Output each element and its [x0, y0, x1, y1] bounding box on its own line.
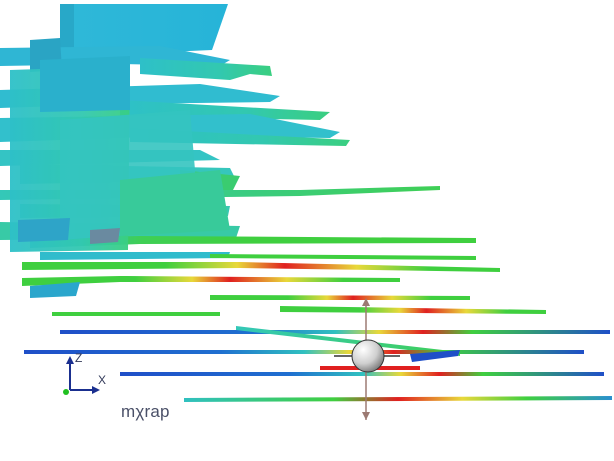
move-gizmo-icon[interactable] — [334, 298, 400, 420]
x-axis-label: X — [98, 373, 107, 387]
z-axis-label: Z — [75, 351, 83, 365]
mesh-lower-strips — [24, 306, 612, 402]
brand-logo: mχrap — [121, 402, 170, 421]
mesh-central-stack — [10, 56, 230, 252]
axis-triad-icon — [63, 356, 100, 395]
